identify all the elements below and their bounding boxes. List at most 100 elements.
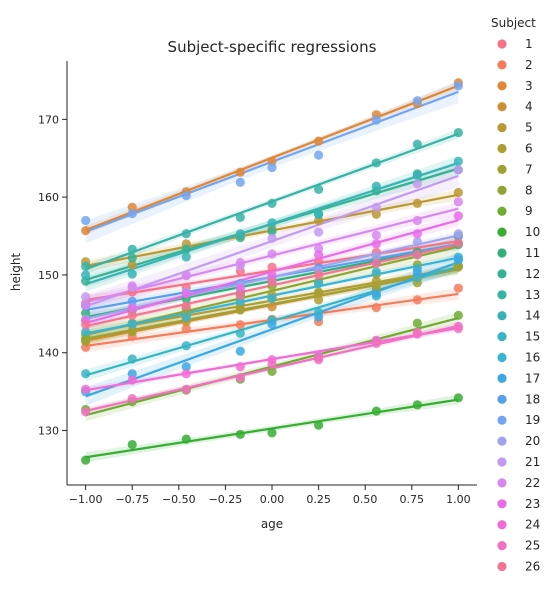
y-tick-label: 140 xyxy=(38,347,59,360)
data-point-subject-6 xyxy=(371,276,381,286)
data-point-subject-2 xyxy=(235,320,245,330)
data-point-subject-2 xyxy=(371,303,381,313)
legend-label-subject-25: 25 xyxy=(525,539,540,553)
legend-items: 1234567891011121314151617181920212223242… xyxy=(497,37,540,574)
data-point-subject-12 xyxy=(127,253,137,263)
legend-label-subject-13: 13 xyxy=(525,288,540,302)
data-point-subject-17 xyxy=(235,346,245,356)
x-tick-label: −0.25 xyxy=(209,493,243,506)
data-point-subject-26 xyxy=(313,270,324,280)
data-point-subject-22 xyxy=(371,230,381,240)
legend-label-subject-22: 22 xyxy=(525,476,540,490)
legend-label-subject-10: 10 xyxy=(525,225,540,239)
data-point-subject-10 xyxy=(453,393,463,403)
x-tick-label: −1.00 xyxy=(69,493,103,506)
data-point-subject-26 xyxy=(127,310,137,320)
legend-label-subject-20: 20 xyxy=(525,434,540,448)
data-point-subject-14 xyxy=(81,270,91,280)
data-point-subject-13 xyxy=(412,139,422,149)
legend-label-subject-5: 5 xyxy=(525,121,533,135)
data-point-subject-26 xyxy=(412,250,422,260)
legend-label-subject-11: 11 xyxy=(525,246,540,260)
legend-marker-subject-20 xyxy=(497,436,507,446)
data-point-subject-21 xyxy=(412,179,422,189)
legend-marker-subject-8 xyxy=(497,185,507,195)
data-point-subject-19 xyxy=(181,190,191,201)
data-point-subject-19 xyxy=(371,115,381,125)
legend-marker-subject-19 xyxy=(497,415,507,425)
legend-marker-subject-5 xyxy=(497,123,507,133)
legend-label-subject-7: 7 xyxy=(525,162,533,176)
legend-label-subject-24: 24 xyxy=(525,518,540,532)
data-point-subject-13 xyxy=(181,229,191,239)
scatter-points xyxy=(81,78,463,465)
data-point-subject-17 xyxy=(453,254,463,264)
data-point-subject-23 xyxy=(181,289,191,299)
data-point-subject-22 xyxy=(181,271,191,281)
data-point-subject-9 xyxy=(453,310,463,320)
data-point-subject-23 xyxy=(412,229,422,239)
legend-marker-subject-16 xyxy=(497,352,507,363)
data-point-subject-13 xyxy=(453,127,463,138)
data-point-subject-24 xyxy=(181,369,191,379)
data-point-subject-10 xyxy=(181,434,191,444)
x-tick-label: 0.75 xyxy=(400,493,425,506)
data-point-subject-17 xyxy=(181,362,191,372)
data-point-subject-26 xyxy=(81,320,91,330)
data-point-subject-10 xyxy=(412,400,422,410)
legend-label-subject-2: 2 xyxy=(525,58,533,72)
legend-marker-subject-17 xyxy=(497,373,507,383)
data-point-subject-19 xyxy=(235,177,245,187)
legend-label-subject-12: 12 xyxy=(525,267,540,281)
data-point-subject-14 xyxy=(181,252,191,262)
data-point-subject-26 xyxy=(181,301,191,311)
data-point-subject-14 xyxy=(313,209,324,219)
legend-marker-subject-4 xyxy=(497,102,507,112)
data-point-subject-25 xyxy=(412,327,422,338)
y-tick-label: 130 xyxy=(38,425,59,438)
legend-marker-subject-9 xyxy=(497,206,507,216)
y-tick-label: 150 xyxy=(38,269,59,282)
legend-label-subject-14: 14 xyxy=(525,309,540,323)
data-point-subject-23 xyxy=(371,239,381,249)
legend-marker-subject-25 xyxy=(497,541,507,551)
data-point-subject-12 xyxy=(181,244,191,254)
data-point-subject-21 xyxy=(267,233,277,243)
data-point-subject-10 xyxy=(81,455,91,465)
data-point-subject-9 xyxy=(267,366,277,377)
legend-marker-subject-23 xyxy=(497,499,507,509)
legend-label-subject-8: 8 xyxy=(525,183,533,197)
data-point-subject-14 xyxy=(235,229,245,239)
data-point-subject-17 xyxy=(412,268,422,278)
x-axis-label: age xyxy=(261,517,283,531)
data-point-subject-26 xyxy=(453,238,463,248)
x-tick-label: 0.00 xyxy=(260,493,285,506)
data-point-subject-24 xyxy=(81,384,91,394)
legend-label-subject-18: 18 xyxy=(525,392,540,406)
data-point-subject-7 xyxy=(453,262,463,272)
data-point-subject-2 xyxy=(181,324,191,334)
data-point-subject-23 xyxy=(235,283,245,293)
data-point-subject-14 xyxy=(453,156,463,166)
legend-marker-subject-21 xyxy=(497,457,507,467)
legend-label-subject-4: 4 xyxy=(525,100,533,114)
legend-marker-subject-22 xyxy=(497,478,507,488)
data-point-subject-14 xyxy=(127,269,137,279)
x-tick-label: 0.25 xyxy=(306,493,331,506)
data-point-subject-20 xyxy=(371,251,381,261)
data-point-subject-17 xyxy=(371,289,381,299)
data-point-subject-26 xyxy=(235,290,245,300)
data-point-subject-3 xyxy=(235,167,245,177)
data-point-subject-24 xyxy=(127,375,137,385)
data-point-subject-19 xyxy=(412,96,422,106)
data-point-subject-13 xyxy=(313,184,324,194)
legend-label-subject-15: 15 xyxy=(525,330,540,344)
legend-marker-subject-2 xyxy=(497,60,507,70)
data-point-subject-25 xyxy=(371,338,381,349)
data-point-subject-26 xyxy=(371,258,381,268)
data-point-subject-10 xyxy=(313,420,324,430)
data-point-subject-17 xyxy=(313,312,324,322)
data-point-subject-5 xyxy=(127,260,137,270)
legend-label-subject-17: 17 xyxy=(525,371,540,385)
